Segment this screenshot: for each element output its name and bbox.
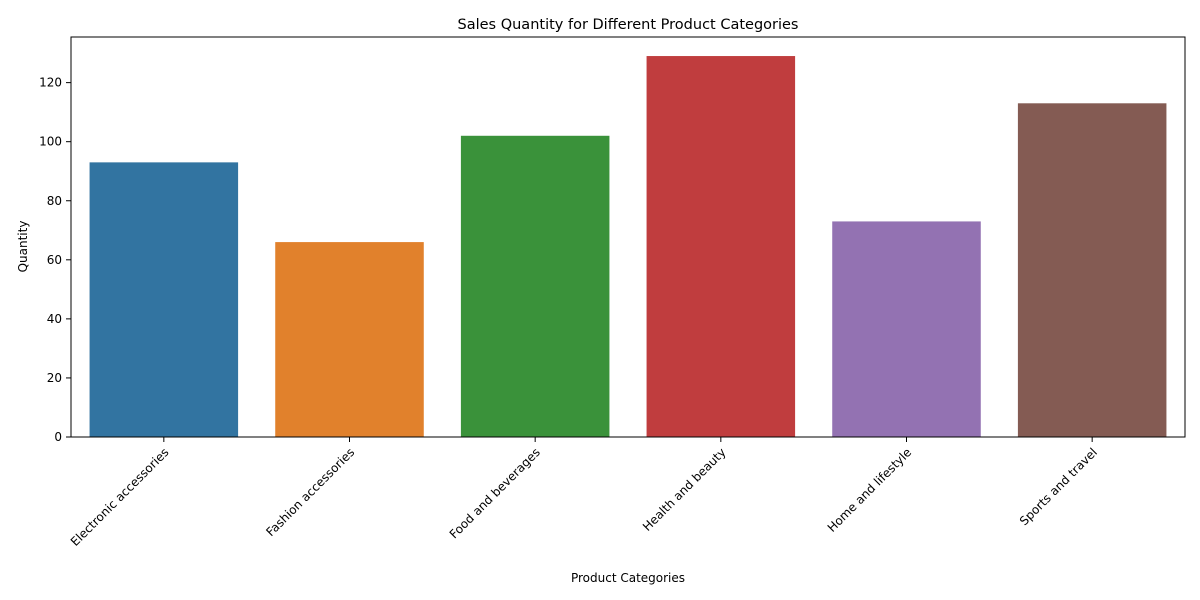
plot-frame: [70, 36, 1186, 438]
x-axis-label: Product Categories: [571, 571, 685, 585]
bar: [275, 242, 424, 437]
bar: [89, 162, 239, 437]
x-tick-label: Food and beverages: [447, 445, 543, 541]
x-tick-label: Health and beauty: [640, 445, 729, 534]
bar: [460, 135, 610, 437]
x-tick-label: Home and lifestyle: [825, 445, 915, 535]
bars-layer: [89, 56, 1167, 438]
y-tick-label: 0: [54, 430, 62, 444]
bar: [832, 221, 981, 437]
chart-title: Sales Quantity for Different Product Cat…: [458, 17, 799, 33]
x-ticks: Electronic accessories Fashion accessorie…: [68, 437, 1100, 549]
y-tick-label: 60: [47, 253, 62, 267]
y-tick-label: 80: [47, 194, 62, 208]
y-tick-label: 100: [39, 135, 62, 149]
y-tick-label: 120: [39, 76, 62, 90]
axes-layer: [70, 36, 1186, 438]
y-ticks: 0 20 40 60 80 100 120: [39, 76, 71, 444]
y-tick-label: 20: [47, 371, 62, 385]
x-tick-label: Fashion accessories: [263, 445, 357, 539]
y-tick-label: 40: [47, 312, 62, 326]
x-tick-label: Electronic accessories: [68, 445, 172, 549]
y-axis-label: Quantity: [16, 221, 30, 273]
bar: [1017, 103, 1167, 438]
bar: [646, 56, 796, 438]
x-tick-label: Sports and travel: [1017, 445, 1100, 528]
